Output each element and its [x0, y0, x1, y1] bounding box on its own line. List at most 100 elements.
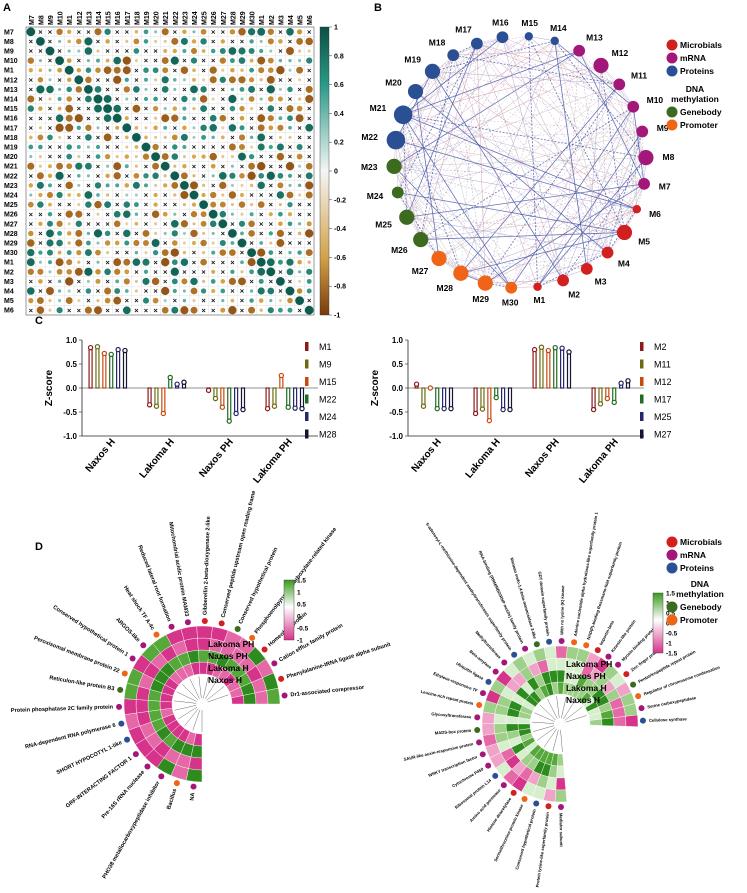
matrix-circle: [67, 193, 72, 197]
matrix-col-label: M8: [38, 15, 45, 25]
matrix-circle: [229, 58, 235, 64]
network-edge: [624, 157, 647, 233]
matrix-cross-icon: ×: [105, 47, 110, 56]
colorbar-tick-label: 0.5: [297, 602, 306, 609]
feature-dot: [500, 782, 507, 789]
legend-swatch: [666, 39, 678, 51]
network-edge: [406, 65, 602, 218]
matrix-circle: [200, 28, 207, 35]
network-node: [391, 186, 404, 199]
dendrogram-branch: [178, 707, 198, 720]
bar: [435, 387, 440, 410]
matrix-circle: [124, 240, 130, 246]
bar-point: [292, 405, 298, 411]
matrix-circle: [268, 250, 274, 255]
network-edge: [395, 140, 486, 284]
network-edge: [393, 40, 555, 167]
matrix-circle: [288, 58, 292, 63]
matrix-circle: [57, 250, 62, 255]
matrix-circle: [48, 299, 52, 303]
matrix-circle: [276, 152, 285, 161]
bar-point: [226, 418, 232, 424]
dendrogram-branch: [533, 725, 555, 732]
bar: [501, 387, 506, 411]
matrix-circle: [170, 267, 179, 276]
matrix-circle: [238, 47, 246, 55]
matrix-cross-icon: ×: [221, 258, 226, 267]
y-tick-label: 0.5: [66, 360, 78, 369]
matrix-circle: [65, 104, 74, 113]
matrix-circle: [295, 296, 304, 305]
matrix-cross-icon: ×: [249, 114, 254, 123]
bar-point: [479, 406, 486, 412]
network-edge: [406, 217, 462, 274]
matrix-circle: [209, 124, 217, 132]
matrix-circle: [171, 153, 179, 160]
matrix-cross-icon: ×: [144, 162, 149, 171]
matrix-cross-icon: ×: [96, 219, 101, 228]
matrix-cross-icon: ×: [86, 210, 91, 219]
matrix-circle: [29, 155, 33, 159]
network-edge: [395, 131, 643, 141]
legend-swatch: [640, 429, 644, 439]
matrix-circle: [200, 86, 207, 93]
matrix-circle: [182, 289, 186, 293]
colorbar-d-left: [283, 579, 295, 641]
matrix-circle: [192, 174, 196, 178]
heatmap-cell: [493, 723, 507, 734]
matrix-circle: [134, 29, 139, 34]
matrix-circle: [211, 250, 216, 255]
matrix-circle: [77, 155, 81, 159]
matrix-circle: [297, 183, 302, 188]
matrix-cross-icon: ×: [48, 277, 53, 286]
matrix-circle: [182, 116, 187, 121]
legend-label: Promoter: [680, 120, 718, 130]
matrix-cross-icon: ×: [115, 27, 120, 36]
matrix-circle: [85, 124, 92, 131]
matrix-circle: [211, 231, 215, 235]
matrix-cross-icon: ×: [163, 143, 168, 152]
bar-point: [167, 374, 173, 381]
bar-point: [590, 406, 597, 413]
heatmap-cell: [481, 723, 495, 736]
bar-point: [545, 347, 552, 354]
bar: [95, 346, 100, 389]
dendrogram-branch: [560, 729, 563, 752]
matrix-circle: [269, 49, 273, 53]
matrix-circle: [306, 288, 312, 294]
network-edge: [554, 40, 634, 108]
bar-point: [531, 346, 538, 353]
matrix-row-label: M15: [4, 106, 18, 113]
matrix-circle: [202, 251, 206, 255]
matrix-cross-icon: ×: [201, 162, 206, 171]
network-edge: [397, 55, 454, 193]
matrix-circle: [230, 87, 235, 92]
matrix-circle: [163, 183, 168, 188]
matrix-row-label: M20: [4, 154, 18, 161]
matrix-cross-icon: ×: [144, 104, 149, 113]
matrix-circle: [113, 104, 122, 113]
network-edge: [432, 71, 564, 281]
matrix-circle: [249, 39, 254, 44]
network-node-label: M25: [375, 220, 392, 230]
matrix-circle: [278, 221, 283, 227]
network-edge: [420, 232, 625, 240]
bar-point: [441, 405, 447, 412]
matrix-circle: [65, 297, 73, 305]
matrix-circle: [190, 85, 198, 94]
matrix-circle: [66, 86, 72, 93]
matrix-circle: [143, 183, 149, 188]
network-edge: [460, 106, 634, 274]
matrix-circle: [277, 124, 284, 131]
matrix-circle: [76, 38, 82, 45]
matrix-cross-icon: ×: [153, 267, 158, 276]
legend-heading: DNA: [686, 84, 704, 94]
matrix-row-label: M5: [4, 298, 14, 305]
matrix-cross-icon: ×: [211, 104, 216, 113]
bar: [116, 349, 121, 389]
heatmap-cell: [185, 768, 203, 783]
matrix-circle: [180, 181, 189, 190]
matrix-circle: [26, 27, 36, 37]
matrix-circle: [240, 270, 244, 274]
matrix-circle: [134, 155, 138, 159]
